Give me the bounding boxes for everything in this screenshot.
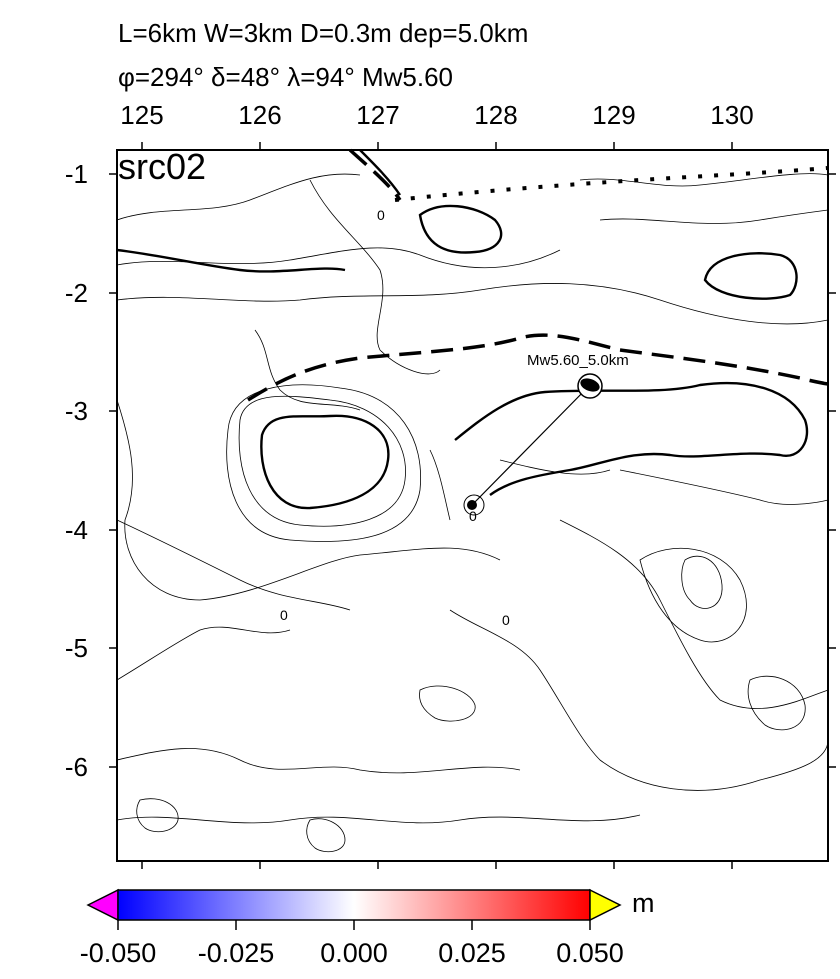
event-label: Mw5.60_5.0km bbox=[527, 352, 629, 369]
x-tick-label: 128 bbox=[474, 100, 518, 130]
beachball-fill bbox=[580, 378, 600, 392]
x-tick-label: 130 bbox=[710, 100, 754, 130]
island-outline bbox=[260, 414, 390, 510]
coastline-ne-loop bbox=[703, 252, 798, 300]
y-tick-label: -3 bbox=[64, 396, 88, 426]
trench-dashed-long bbox=[247, 333, 829, 402]
colorbar-tick-label: 0.050 bbox=[556, 938, 624, 968]
x-tick-label: 126 bbox=[238, 100, 282, 130]
y-tick-label: -2 bbox=[64, 278, 88, 308]
title-source-geometry: L=6km W=3km D=0.3m dep=5.0km bbox=[118, 18, 529, 48]
earthquake-source bbox=[463, 373, 603, 516]
colorbar-under-arrow bbox=[86, 888, 119, 922]
contour-label: 0 bbox=[469, 508, 477, 524]
colorbar-over-arrow bbox=[589, 888, 622, 922]
trench-dashed-north bbox=[348, 148, 402, 201]
axis-ticks bbox=[109, 142, 836, 869]
x-tick-label: 127 bbox=[356, 100, 400, 130]
epicenter-dot bbox=[467, 500, 477, 510]
colorbar-tick-label: -0.050 bbox=[79, 938, 157, 968]
colorbar-tick-label: -0.025 bbox=[197, 938, 275, 968]
y-tick-label: -6 bbox=[64, 752, 88, 782]
colorbar-gradient bbox=[117, 889, 591, 921]
y-tick-label: -1 bbox=[64, 159, 88, 189]
epicenter-ring bbox=[463, 494, 485, 516]
x-tick-label: 125 bbox=[120, 100, 164, 130]
coastline-west bbox=[116, 248, 346, 273]
source-link-line bbox=[471, 384, 591, 506]
coastline-north-loop bbox=[418, 204, 503, 254]
colorbar-tick-label: 0.025 bbox=[438, 938, 506, 968]
contour-label: 0 bbox=[502, 612, 510, 628]
trench-lines bbox=[247, 148, 829, 402]
panel-label: src02 bbox=[118, 146, 207, 187]
y-tick-label: -4 bbox=[64, 515, 88, 545]
contour-label: 0 bbox=[377, 207, 385, 223]
bathymetry-contours bbox=[116, 173, 829, 853]
title-focal-mechanism: φ=294° δ=48° λ=94° Mw5.60 bbox=[118, 62, 454, 92]
coastline-contours bbox=[116, 149, 809, 510]
colorbar-unit: m bbox=[632, 888, 655, 918]
colorbar-tick-label: 0.000 bbox=[320, 938, 388, 968]
coastline-east-arc bbox=[454, 381, 809, 496]
colorbar bbox=[86, 888, 622, 930]
y-tick-label: -5 bbox=[64, 633, 88, 663]
coastline-north bbox=[359, 149, 401, 196]
x-tick-label: 129 bbox=[592, 100, 636, 130]
contour-label: 0 bbox=[280, 607, 288, 623]
